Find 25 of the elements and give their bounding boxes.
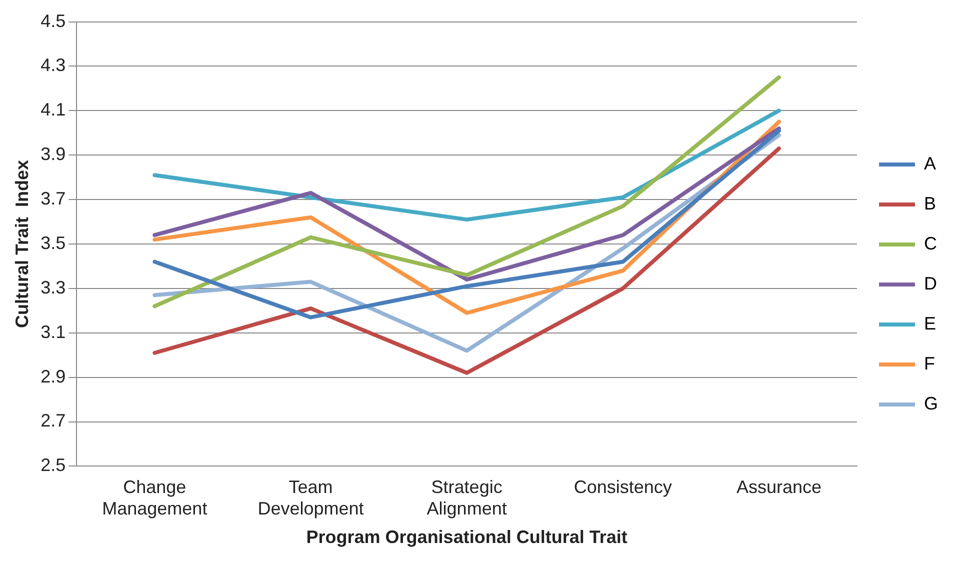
x-axis-title: Program Organisational Cultural Trait: [306, 527, 628, 548]
y-tick-label: 2.9: [40, 366, 66, 386]
y-tick-label: 3.1: [40, 322, 66, 342]
y-tick-label: 2.5: [40, 455, 66, 476]
legend-label: F: [924, 353, 935, 374]
legend-label: E: [924, 313, 936, 334]
y-tick-label: 4.1: [40, 100, 66, 120]
x-tick-label: Strategic Alignment: [426, 476, 507, 519]
legend-label: B: [924, 193, 936, 214]
y-tick-label: 4.5: [40, 10, 66, 31]
y-tick-label: 3.3: [40, 277, 66, 298]
y-axis-title: Cultural Trait Index: [12, 160, 32, 328]
y-tick-label: 3.7: [40, 188, 66, 209]
x-tick-label: Change Management: [102, 476, 208, 519]
y-tick-label: 2.7: [40, 410, 66, 431]
y-tick-label: 3.5: [40, 232, 66, 253]
x-tick-label: Consistency: [574, 476, 672, 497]
x-tick-label: Team Development: [258, 476, 364, 519]
legend-label: C: [924, 233, 937, 254]
x-tick-label: Assurance: [736, 476, 822, 497]
legend-label: D: [924, 273, 937, 294]
legend-label: G: [924, 393, 938, 414]
y-tick-label: 4.3: [40, 55, 66, 76]
y-tick-label: 3.9: [40, 144, 66, 164]
legend-label: A: [924, 153, 936, 174]
